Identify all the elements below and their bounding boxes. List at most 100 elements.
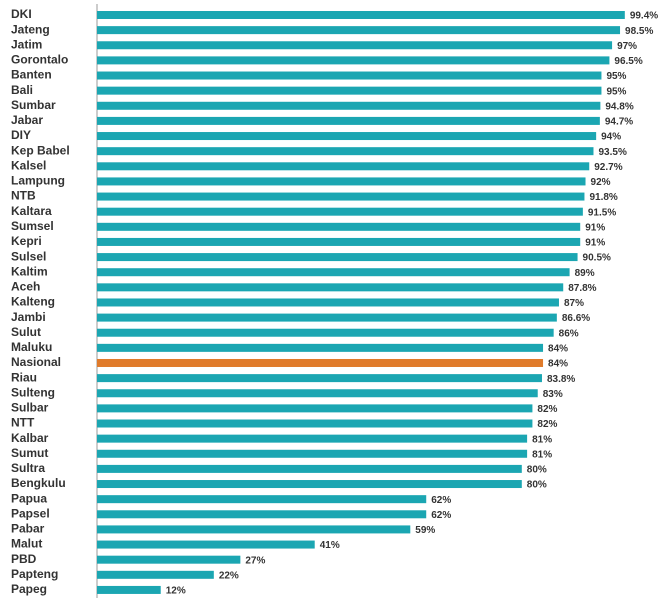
bar xyxy=(97,192,585,201)
category-label: Papteng xyxy=(11,567,58,581)
bar xyxy=(97,570,214,579)
bar xyxy=(97,419,533,428)
category-label: Papsel xyxy=(11,506,50,520)
category-label: Kepri xyxy=(11,234,42,248)
value-label: 98.5% xyxy=(625,26,653,37)
value-label: 86% xyxy=(559,328,579,339)
bar xyxy=(97,540,315,549)
value-label: 97% xyxy=(617,41,637,52)
value-label: 95% xyxy=(606,71,626,82)
value-label: 82% xyxy=(537,404,557,415)
value-label: 84% xyxy=(548,359,568,370)
value-label: 95% xyxy=(606,86,626,97)
value-label: 82% xyxy=(537,419,557,430)
value-label: 80% xyxy=(527,480,547,491)
value-label: 99.4% xyxy=(630,11,658,22)
bar xyxy=(97,434,528,443)
value-label: 81% xyxy=(532,434,552,445)
value-label: 87.8% xyxy=(568,283,596,294)
bar xyxy=(97,26,621,35)
value-label: 62% xyxy=(431,510,451,521)
bar xyxy=(97,86,602,95)
category-label: Maluku xyxy=(11,340,52,354)
bar xyxy=(97,389,538,398)
value-label: 86.6% xyxy=(562,313,590,324)
category-label: Sumut xyxy=(11,446,48,460)
value-label: 94% xyxy=(601,132,621,143)
bar xyxy=(97,207,583,216)
bar xyxy=(97,555,241,564)
bar xyxy=(97,374,542,383)
value-label: 27% xyxy=(245,555,265,566)
bar xyxy=(97,132,597,141)
bar xyxy=(97,253,578,262)
category-label: Jateng xyxy=(11,22,50,36)
value-label: 22% xyxy=(219,570,239,581)
bar xyxy=(97,313,557,322)
value-label: 94.8% xyxy=(605,101,633,112)
value-label: 94.7% xyxy=(605,117,633,128)
value-label: 91% xyxy=(585,222,605,233)
bar xyxy=(97,298,559,307)
value-label: 91% xyxy=(585,238,605,249)
value-label: 12% xyxy=(166,586,186,597)
category-label: PBD xyxy=(11,552,37,566)
value-label: 91.8% xyxy=(589,192,617,203)
category-label: Sulbar xyxy=(11,401,49,415)
category-label: Jambi xyxy=(11,310,46,324)
bar xyxy=(97,525,411,534)
category-label: Aceh xyxy=(11,280,40,294)
category-label: Kep Babel xyxy=(11,143,70,157)
value-label: 92.7% xyxy=(594,162,622,173)
bar xyxy=(97,495,427,504)
category-label: Gorontalo xyxy=(11,53,68,67)
category-label: Sulteng xyxy=(11,385,55,399)
bar xyxy=(97,237,581,246)
value-label: 90.5% xyxy=(583,253,611,264)
category-label: Sulsel xyxy=(11,249,46,263)
value-label: 80% xyxy=(527,465,547,476)
value-label: 62% xyxy=(431,495,451,506)
bar xyxy=(97,343,544,352)
category-label: Kaltim xyxy=(11,264,48,278)
bar xyxy=(97,56,610,65)
category-label: Jatim xyxy=(11,37,42,51)
bar xyxy=(97,177,586,186)
category-label: Jabar xyxy=(11,113,43,127)
category-label: Kalteng xyxy=(11,295,55,309)
bar xyxy=(97,283,564,292)
value-label: 96.5% xyxy=(614,56,642,67)
value-label: 81% xyxy=(532,449,552,460)
bar xyxy=(97,101,601,110)
value-label: 92% xyxy=(591,177,611,188)
category-label: Sultra xyxy=(11,461,45,475)
category-label: Sumbar xyxy=(11,98,56,112)
bar xyxy=(97,480,522,489)
category-label: DKI xyxy=(11,7,32,21)
value-label: 83.8% xyxy=(547,374,575,385)
bar xyxy=(97,116,600,125)
category-label: Sumsel xyxy=(11,219,54,233)
value-label: 93.5% xyxy=(598,147,626,158)
category-label: Kalbar xyxy=(11,431,49,445)
category-label: Bengkulu xyxy=(11,476,66,490)
bar xyxy=(97,585,161,594)
value-label: 41% xyxy=(320,540,340,551)
bar xyxy=(97,162,590,171)
bar xyxy=(97,11,625,19)
category-label: Papua xyxy=(11,491,47,505)
category-label: Papeg xyxy=(11,582,47,596)
bar xyxy=(97,328,554,337)
value-label: 87% xyxy=(564,298,584,309)
category-label: Malut xyxy=(11,537,42,551)
bar xyxy=(97,449,528,458)
category-label: Bali xyxy=(11,83,33,97)
bar xyxy=(97,404,533,413)
category-label: NTB xyxy=(11,189,36,203)
value-label: 59% xyxy=(415,525,435,536)
bar xyxy=(97,510,427,519)
value-label: 91.5% xyxy=(588,207,616,218)
category-label: Kalsel xyxy=(11,158,46,172)
value-label: 89% xyxy=(575,268,595,279)
